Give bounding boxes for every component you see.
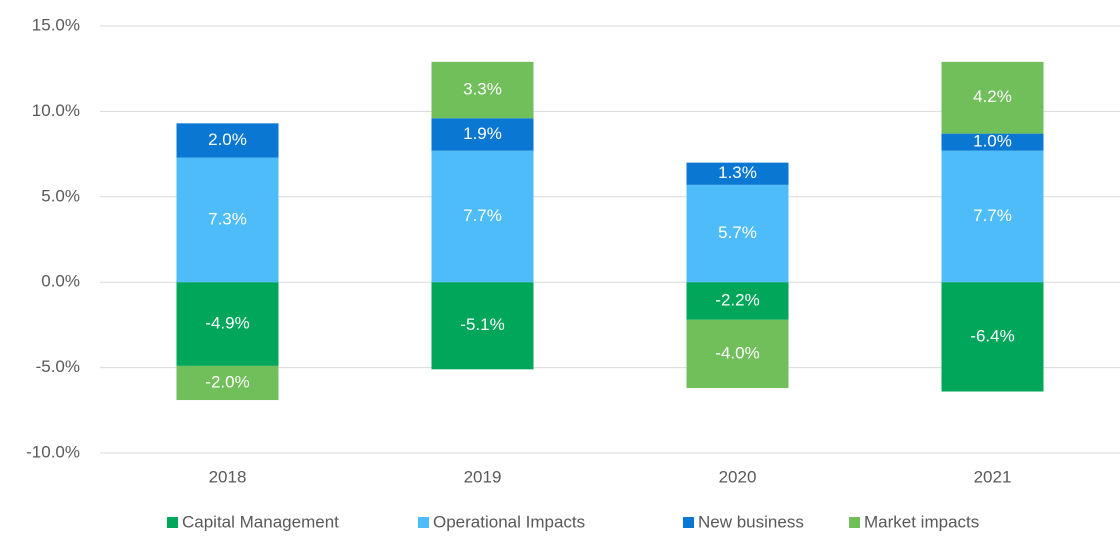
bar-segment — [941, 61, 1044, 134]
data-label: -2.2% — [715, 290, 759, 309]
bar-segment — [941, 282, 1044, 392]
bar-segment — [431, 150, 534, 283]
y-tick-label: 10.0% — [32, 101, 80, 120]
y-tick-label: 5.0% — [41, 186, 80, 205]
x-tick-label: 2020 — [719, 467, 757, 486]
legend-label: Operational Impacts — [433, 512, 585, 531]
bar-segment — [686, 162, 789, 185]
data-label: 4.2% — [973, 87, 1012, 106]
bar-segment — [941, 133, 1044, 151]
bar-segment — [941, 150, 1044, 283]
data-label: 7.7% — [463, 206, 502, 225]
data-label: -4.9% — [205, 314, 249, 333]
y-tick-label: 0.0% — [41, 272, 80, 291]
y-tick-label: -10.0% — [26, 442, 80, 461]
legend-swatch — [849, 517, 860, 528]
data-label: 1.3% — [718, 163, 757, 182]
data-label: -4.0% — [715, 343, 759, 362]
bar-segment — [686, 184, 789, 283]
data-label: 1.9% — [463, 124, 502, 143]
bar-segment — [176, 282, 279, 366]
data-label: 2.0% — [208, 130, 247, 149]
x-tick-label: 2019 — [464, 467, 502, 486]
legend-swatch — [167, 517, 178, 528]
legend-label: New business — [698, 512, 804, 531]
bar-segment — [686, 282, 789, 320]
legend-swatch — [683, 517, 694, 528]
data-label: 3.3% — [463, 80, 502, 99]
bar-segment — [431, 282, 534, 370]
data-label: 7.7% — [973, 206, 1012, 225]
data-label: 7.3% — [208, 209, 247, 228]
x-tick-label: 2021 — [974, 467, 1012, 486]
data-label: -6.4% — [970, 326, 1014, 345]
legend-swatch — [418, 517, 429, 528]
legend-label: Capital Management — [182, 512, 339, 531]
data-label: 1.0% — [973, 132, 1012, 151]
data-label: 5.7% — [718, 223, 757, 242]
bar-segment — [686, 319, 789, 389]
bar-segment — [176, 123, 279, 158]
bar-segment — [431, 118, 534, 151]
data-label: -5.1% — [460, 315, 504, 334]
x-tick-label: 2018 — [209, 467, 247, 486]
bar-segment — [431, 61, 534, 119]
bar-segment — [176, 365, 279, 401]
y-tick-label: -5.0% — [36, 357, 80, 376]
y-tick-label: 15.0% — [32, 15, 80, 34]
legend-label: Market impacts — [864, 512, 979, 531]
data-label: -2.0% — [205, 372, 249, 391]
bar-segment — [176, 157, 279, 283]
